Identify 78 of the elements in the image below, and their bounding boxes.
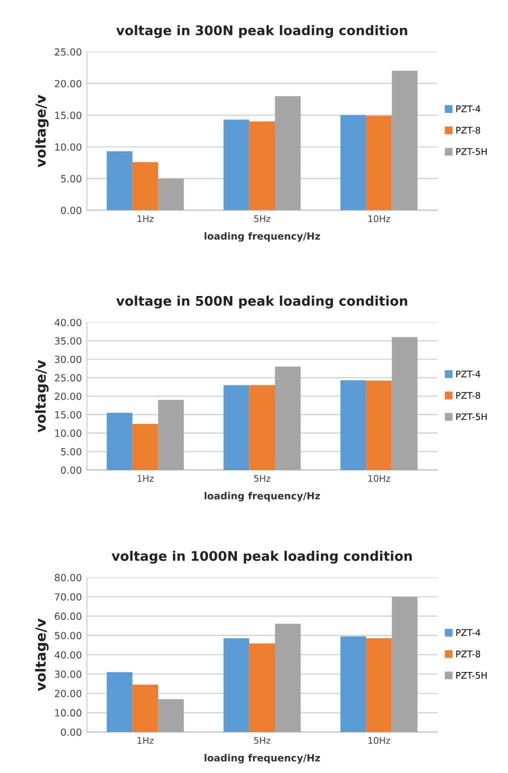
bar bbox=[392, 596, 418, 732]
y-tick-label: 15.00 bbox=[55, 112, 82, 120]
y-tick-label: 30.00 bbox=[54, 356, 82, 364]
bar bbox=[132, 684, 158, 732]
bar bbox=[106, 672, 132, 732]
bar bbox=[224, 385, 250, 470]
y-tick-label: 0.00 bbox=[61, 466, 82, 474]
y-tick-label: 25.00 bbox=[54, 374, 82, 382]
bar bbox=[158, 400, 184, 470]
bar bbox=[106, 151, 132, 210]
y-tick-label: 40.00 bbox=[54, 651, 82, 659]
y-tick-label: 40.00 bbox=[54, 318, 82, 326]
bar bbox=[366, 638, 392, 732]
bar bbox=[366, 116, 392, 210]
bar bbox=[274, 96, 301, 210]
legend-label: PZT-4 bbox=[456, 629, 480, 636]
bar bbox=[249, 644, 275, 732]
legend-label: PZT-8 bbox=[456, 126, 480, 134]
y-tick-label: 10.00 bbox=[55, 143, 82, 151]
y-tick-label: 15.00 bbox=[55, 411, 82, 418]
y-tick-label: 10.00 bbox=[55, 430, 82, 437]
bar bbox=[274, 624, 301, 732]
x-axis-title: loading frequency/Hz bbox=[204, 492, 320, 502]
bar bbox=[132, 424, 158, 470]
y-tick-label: 20.00 bbox=[54, 392, 82, 400]
legend-label: PZT-4 bbox=[456, 370, 480, 378]
y-tick-label: 80.00 bbox=[54, 574, 82, 582]
x-tick-label: 1Hz bbox=[138, 215, 154, 222]
bar bbox=[340, 636, 366, 732]
x-tick-label: 10Hz bbox=[368, 737, 390, 744]
legend-label: PZT-5H bbox=[456, 672, 487, 679]
x-axis-title: loading frequency/Hz bbox=[204, 232, 320, 242]
x-tick-label: 1Hz bbox=[138, 475, 154, 482]
x-tick-label: 5Hz bbox=[254, 475, 270, 482]
y-tick-label: 70.00 bbox=[54, 593, 82, 601]
y-tick-label: 0.00 bbox=[61, 728, 82, 736]
bar bbox=[132, 162, 158, 210]
chart-title: voltage in 300N peak loading condition bbox=[116, 25, 408, 38]
bar bbox=[158, 699, 184, 732]
y-tick-label: 20.00 bbox=[54, 80, 82, 88]
y-tick-label: 50.00 bbox=[54, 632, 82, 640]
legend-label: PZT-5H bbox=[456, 413, 487, 420]
chart-title: voltage in 1000N peak loading condition bbox=[112, 550, 412, 564]
y-tick-label: 0.00 bbox=[61, 206, 82, 214]
bar bbox=[224, 120, 250, 210]
legend-label: PZT-4 bbox=[456, 106, 480, 112]
y-tick-label: 35.00 bbox=[54, 337, 82, 345]
y-axis-title: voltage/v bbox=[35, 618, 49, 691]
bar bbox=[249, 122, 275, 210]
y-axis-title: voltage/v bbox=[35, 360, 49, 432]
x-tick-label: 5Hz bbox=[254, 215, 270, 222]
legend-label: PZT-8 bbox=[456, 650, 480, 658]
bar bbox=[392, 337, 418, 470]
x-tick-label: 10Hz bbox=[368, 215, 390, 222]
y-tick-label: 30.00 bbox=[54, 670, 82, 678]
y-axis-title: voltage/v bbox=[35, 94, 49, 168]
legend-label: PZT-5H bbox=[456, 148, 487, 156]
bar bbox=[106, 412, 132, 470]
y-tick-label: 5.00 bbox=[61, 448, 82, 456]
bar bbox=[249, 385, 275, 470]
y-tick-label: 5.00 bbox=[61, 175, 82, 182]
bar bbox=[340, 380, 366, 470]
x-tick-label: 5Hz bbox=[254, 737, 270, 744]
bar bbox=[366, 380, 392, 470]
bar bbox=[274, 366, 301, 470]
x-tick-label: 10Hz bbox=[368, 475, 390, 482]
bar bbox=[340, 115, 366, 210]
y-tick-label: 25.00 bbox=[54, 48, 82, 56]
y-tick-label: 20.00 bbox=[54, 690, 82, 698]
y-tick-label: 60.00 bbox=[54, 612, 82, 620]
bar bbox=[392, 70, 418, 210]
y-tick-label: 10.00 bbox=[55, 709, 82, 717]
chart-title: voltage in 500N peak loading condition bbox=[116, 296, 408, 309]
legend-label: PZT-8 bbox=[456, 392, 480, 399]
bar bbox=[158, 178, 184, 210]
x-axis-title: loading frequency/Hz bbox=[204, 754, 320, 764]
bar bbox=[224, 638, 250, 732]
x-tick-label: 1Hz bbox=[138, 737, 154, 744]
